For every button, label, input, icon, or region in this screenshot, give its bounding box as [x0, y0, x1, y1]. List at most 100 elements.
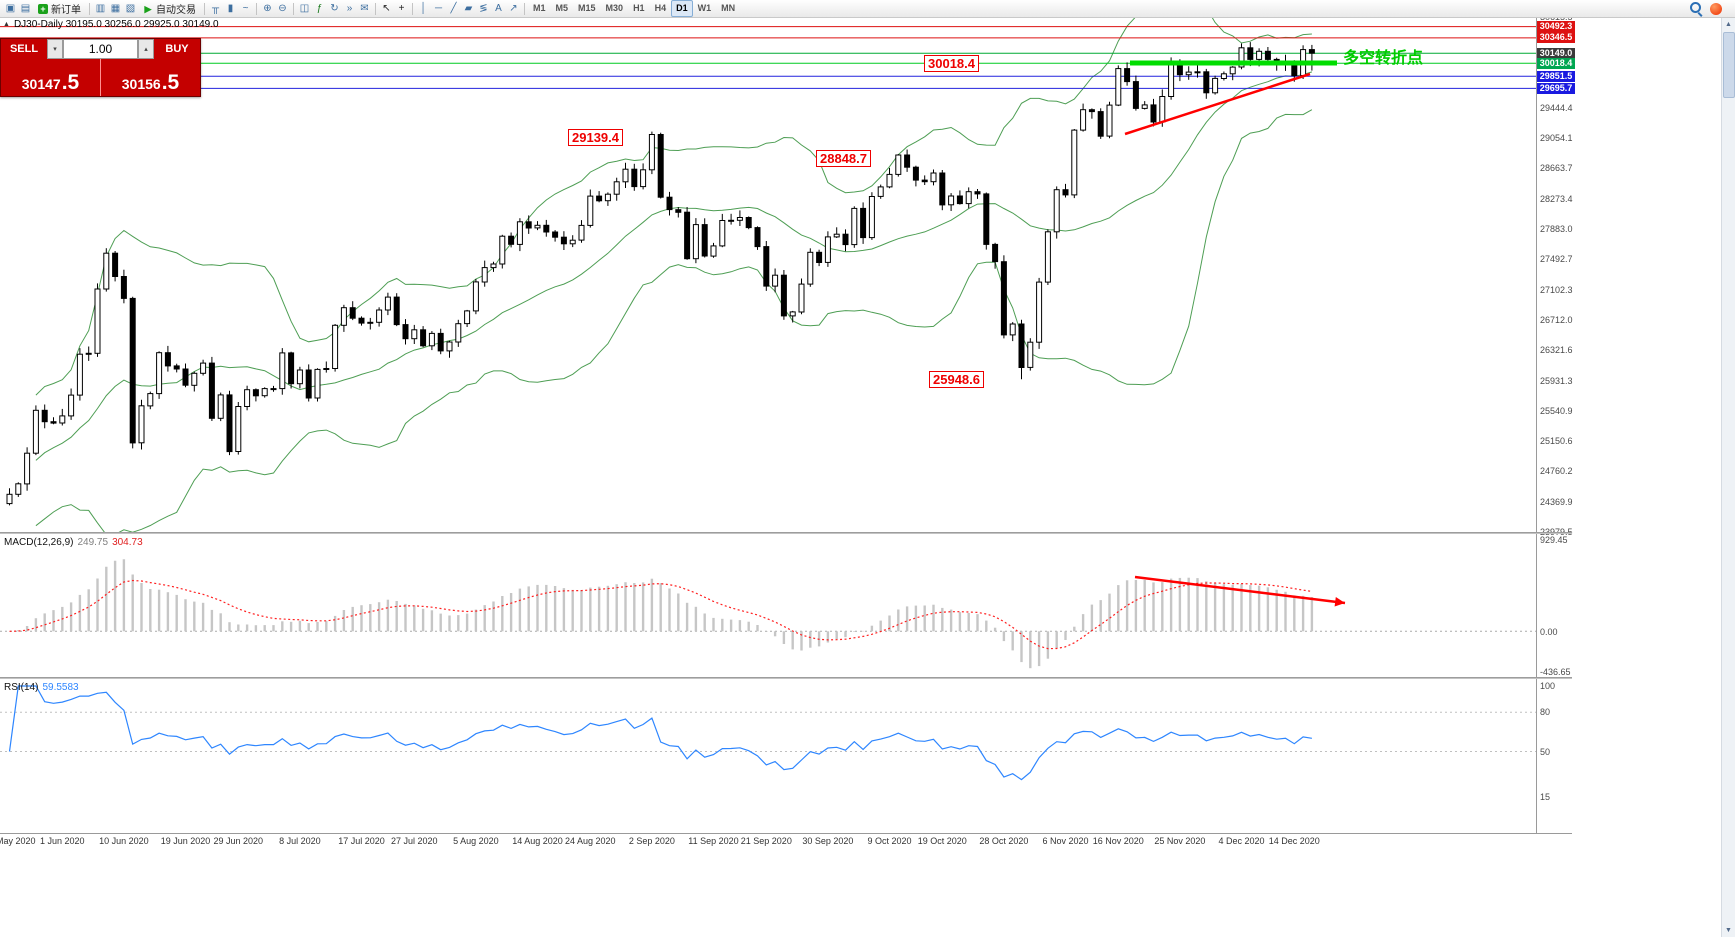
- macd-scale-label: 929.45: [1540, 535, 1568, 545]
- sell-button[interactable]: SELL: [1, 39, 47, 59]
- collapse-icon[interactable]: ▲: [3, 21, 10, 28]
- time-axis-label: 14 Dec 2020: [1268, 836, 1320, 846]
- indicators-icon[interactable]: ƒ: [316, 3, 323, 14]
- time-axis-label: 29 Jun 2020: [213, 836, 264, 846]
- support-trend-line[interactable]: [1124, 72, 1311, 136]
- time-axis-label: 6 Nov 2020: [1042, 836, 1089, 846]
- price-axis-tick: 25931.3: [1540, 375, 1573, 386]
- timeframe-m1[interactable]: M1: [533, 3, 546, 13]
- equidistant-channel-icon[interactable]: ▰: [464, 3, 473, 14]
- time-axis-label: 2 Sep 2020: [628, 836, 675, 846]
- horizontal-line-icon[interactable]: ─: [434, 3, 443, 14]
- rsi-scale-label: 80: [1540, 707, 1551, 718]
- new-order-plus-icon: +: [38, 3, 48, 14]
- timeframe-m30[interactable]: M30: [605, 3, 624, 13]
- zoom-in-icon[interactable]: ⊕: [263, 3, 272, 14]
- toolbar-separator: [524, 2, 525, 15]
- notification-icon[interactable]: [1710, 2, 1722, 15]
- timeframe-m5[interactable]: M5: [555, 3, 569, 13]
- price-chart[interactable]: [0, 17, 1536, 532]
- data-window-icon[interactable]: ▦: [110, 3, 121, 14]
- time-axis-label: 30 Sep 2020: [802, 836, 854, 846]
- timeframe-mn[interactable]: MN: [721, 3, 736, 13]
- rsi-panel[interactable]: [0, 679, 1536, 833]
- chart-window-icon[interactable]: ▤: [20, 3, 31, 14]
- buy-price-button[interactable]: 30156.5: [101, 59, 200, 96]
- vertical-scrollbar[interactable]: ▲ ▼: [1721, 17, 1735, 937]
- time-axis-border: [0, 833, 1572, 834]
- price-axis-tick: 26321.6: [1540, 345, 1573, 356]
- macd-trend-arrow[interactable]: [1134, 575, 1346, 605]
- timeframe-d1[interactable]: D1: [671, 0, 693, 17]
- crosshair-icon[interactable]: +: [398, 3, 405, 14]
- toolbar-separator: [412, 2, 413, 15]
- candlestick-type-icon[interactable]: ▮: [227, 3, 234, 14]
- macd-panel[interactable]: [0, 534, 1536, 677]
- price-axis-border: [1536, 17, 1537, 833]
- time-axis-label: 5 Aug 2020: [453, 836, 499, 846]
- text-label-icon[interactable]: A: [495, 3, 502, 14]
- zoom-out-icon[interactable]: ⊖: [278, 3, 287, 14]
- new-order-button[interactable]: + 新订单: [33, 1, 86, 16]
- volume-input[interactable]: 1.00: [63, 39, 138, 59]
- new-chart-icon[interactable]: ▣: [5, 3, 16, 14]
- auto-trading-button[interactable]: ▶ 自动交易: [138, 1, 201, 17]
- buy-price-pip: .5: [161, 71, 180, 95]
- trade-panel-controls: SELL ▾ 1.00 ▴ BUY: [1, 39, 200, 59]
- rsi-splitter[interactable]: [0, 677, 1572, 679]
- toolbar-separator: [89, 2, 90, 15]
- volume-dropdown-button[interactable]: ▾: [47, 39, 63, 59]
- chart-shift-icon[interactable]: »: [346, 3, 353, 14]
- time-axis-label: 21 Sep 2020: [740, 836, 792, 846]
- time-axis-label: 9 Oct 2020: [867, 836, 912, 846]
- chevron-up-icon: ▴: [144, 46, 148, 53]
- sell-price-button[interactable]: 30147.5: [1, 59, 101, 96]
- time-axis-label: 14 Aug 2020: [512, 836, 563, 846]
- price-axis-tick: 28663.7: [1540, 163, 1573, 174]
- scroll-up-button[interactable]: ▲: [1725, 20, 1732, 28]
- macd-splitter[interactable]: [0, 532, 1572, 534]
- cursor-icon[interactable]: ↖: [382, 3, 391, 14]
- bar-chart-type-icon[interactable]: ╥: [211, 3, 220, 14]
- price-axis-tick: 29444.4: [1540, 102, 1573, 113]
- price-level-label: 29851.5: [1537, 70, 1575, 82]
- time-axis-label: 16 Nov 2020: [1092, 836, 1144, 846]
- volume-spin-up-button[interactable]: ▴: [138, 39, 154, 59]
- scroll-down-button[interactable]: ▼: [1725, 926, 1732, 934]
- market-watch-icon[interactable]: ▥: [95, 3, 106, 14]
- buy-button[interactable]: BUY: [154, 39, 200, 59]
- turning-point-label: 多空转折点: [1343, 50, 1424, 67]
- timeframe-w1[interactable]: W1: [697, 3, 712, 13]
- time-axis-label: 25 Nov 2020: [1154, 836, 1206, 846]
- rsi-value: 59.5583: [42, 682, 79, 693]
- timeframe-m15[interactable]: M15: [578, 3, 596, 13]
- toolbar-separator: [204, 2, 205, 15]
- price-axis-tick: 28273.4: [1540, 193, 1573, 204]
- timeframe-h4[interactable]: H4: [654, 3, 667, 13]
- price-level-label: 29695.7: [1537, 82, 1575, 94]
- time-axis-label: 19 Jun 2020: [160, 836, 211, 846]
- line-chart-type-icon[interactable]: ~: [242, 3, 249, 14]
- chart-title: ▲ DJ30-Daily 30195.0 30256.0 29925.0 301…: [3, 19, 219, 30]
- trendline-icon[interactable]: ╱: [450, 3, 457, 14]
- scrollbar-thumb[interactable]: [1723, 32, 1735, 98]
- mail-icon[interactable]: ✉: [360, 3, 369, 14]
- arrows-icon[interactable]: ↗: [509, 3, 518, 14]
- macd-signal-value: 304.73: [112, 537, 143, 548]
- price-axis-tick: 27883.0: [1540, 224, 1573, 235]
- timeframe-h1[interactable]: H1: [633, 3, 645, 13]
- trade-panel-prices: 30147.5 30156.5: [1, 59, 200, 96]
- price-level-label: 30492.3: [1537, 21, 1575, 33]
- price-axis-tick: 29054.1: [1540, 133, 1573, 144]
- search-icon[interactable]: [1690, 2, 1703, 15]
- time-axis-label: 27 Jul 2020: [391, 836, 438, 846]
- auto-scroll-icon[interactable]: ↻: [330, 3, 339, 14]
- macd-scale-label: 0.00: [1540, 627, 1558, 638]
- tile-windows-icon[interactable]: ◫: [299, 3, 310, 14]
- vertical-line-icon[interactable]: │: [420, 3, 427, 14]
- one-click-trade-panel: SELL ▾ 1.00 ▴ BUY 30147.5 30156.5: [0, 38, 201, 97]
- fibonacci-icon[interactable]: ≶: [479, 3, 488, 14]
- time-axis-label: 4 Dec 2020: [1218, 836, 1265, 846]
- navigator-icon[interactable]: ▧: [125, 3, 136, 14]
